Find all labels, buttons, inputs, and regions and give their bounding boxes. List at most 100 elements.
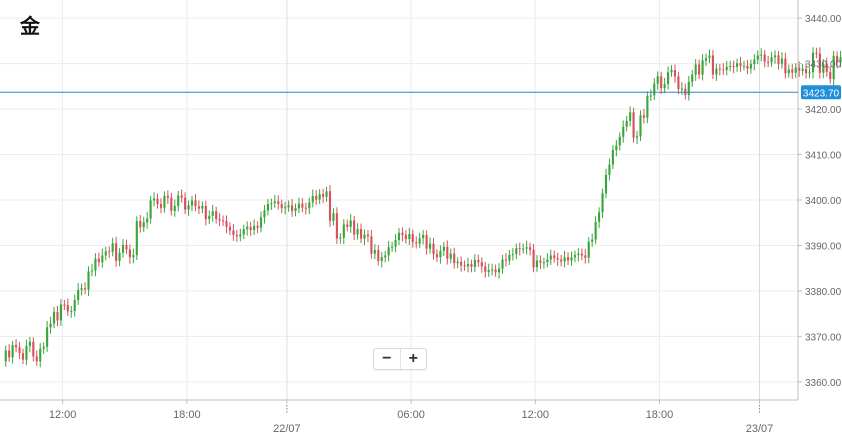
candle-body — [608, 164, 611, 175]
candle-body — [535, 260, 539, 268]
candle-body — [494, 269, 497, 273]
candle-body — [80, 288, 83, 290]
y-tick-label: 3370.00 — [805, 332, 842, 343]
candle-body — [415, 242, 418, 244]
candle-body — [787, 69, 790, 74]
candle-body — [566, 257, 570, 261]
candle-body — [670, 70, 673, 73]
y-tick-label: 3440.00 — [805, 14, 842, 25]
y-tick-label: 3410.00 — [805, 151, 842, 162]
candle-body — [84, 288, 87, 290]
candle-body — [204, 205, 207, 220]
candle-body — [101, 255, 104, 263]
candle-body — [808, 72, 811, 74]
candle-body — [570, 257, 573, 261]
candle-body — [739, 63, 742, 66]
candle-body — [646, 95, 649, 118]
candle-body — [456, 261, 459, 264]
candle-body — [342, 224, 345, 238]
candle-body — [294, 208, 297, 211]
candle-body — [380, 257, 383, 261]
candle-body — [221, 220, 225, 222]
candle-body — [108, 251, 111, 253]
candle-body — [287, 205, 290, 208]
candle-body — [87, 271, 90, 290]
candle-body — [639, 115, 642, 137]
candle-body — [111, 243, 114, 252]
candle-body — [77, 290, 80, 300]
candle-body — [177, 195, 180, 206]
candle-body — [439, 250, 442, 258]
candle-body — [767, 61, 770, 63]
candle-body — [152, 198, 156, 201]
candle-body — [270, 203, 273, 205]
candle-body — [487, 270, 490, 272]
candle-body — [15, 345, 18, 348]
candle-body — [359, 229, 363, 239]
candle-body — [391, 246, 394, 248]
candle-body — [763, 54, 766, 62]
candle-body — [97, 258, 100, 263]
candle-body — [539, 260, 542, 263]
candle-body — [180, 195, 183, 198]
candle-body — [680, 88, 683, 90]
candle-body — [704, 58, 708, 61]
candle-body — [425, 235, 428, 249]
candle-body — [139, 220, 142, 228]
candle-body — [52, 311, 56, 324]
candle-body — [525, 247, 528, 249]
candle-body — [149, 200, 152, 219]
zoom-out-button[interactable]: − — [382, 350, 392, 367]
candle-body — [242, 229, 245, 235]
candle-body — [484, 266, 487, 272]
candle-body — [466, 264, 470, 267]
candle-body — [370, 236, 373, 254]
candle-body — [197, 206, 200, 209]
candle-body — [235, 235, 238, 237]
candle-body — [577, 253, 580, 255]
candle-body — [422, 235, 425, 239]
candle-body — [635, 136, 639, 138]
candle-body — [132, 255, 135, 258]
candle-body — [125, 245, 128, 250]
y-tick-label: 3400.00 — [805, 196, 842, 207]
candle-body — [691, 74, 694, 82]
candle-body — [642, 115, 646, 118]
candle-body — [25, 345, 28, 360]
candle-body — [673, 70, 677, 77]
candle-body — [63, 304, 66, 306]
candle-body — [249, 226, 252, 230]
candle-body — [618, 136, 621, 146]
candle-body — [121, 245, 125, 253]
candle-body — [194, 200, 197, 207]
candle-body — [253, 225, 256, 230]
x-tick-label: 12:00 — [49, 409, 77, 421]
zoom-in-button[interactable]: + — [399, 349, 427, 369]
candle-body — [49, 323, 52, 328]
candle-body — [190, 200, 194, 206]
x-tick-label: 06:00 — [397, 409, 425, 421]
x-tick-label: 22/07 — [273, 423, 301, 435]
candle-body — [629, 112, 632, 121]
candle-body — [698, 64, 701, 75]
candle-body — [256, 225, 259, 228]
candle-body — [4, 350, 7, 362]
candle-body — [273, 201, 276, 204]
candle-body — [811, 52, 815, 73]
candle-body — [553, 255, 556, 259]
candle-body — [601, 193, 604, 213]
candle-body — [118, 252, 121, 261]
candle-body — [746, 65, 749, 69]
candle-body — [335, 213, 338, 239]
candle-body — [163, 195, 166, 208]
candle-body — [611, 150, 614, 165]
candle-body — [729, 65, 732, 67]
candle-body — [187, 205, 190, 210]
candle-body — [263, 210, 266, 218]
candle-body — [311, 195, 314, 203]
candle-body — [598, 212, 601, 222]
candle-body — [777, 55, 780, 64]
candle-body — [518, 248, 521, 250]
